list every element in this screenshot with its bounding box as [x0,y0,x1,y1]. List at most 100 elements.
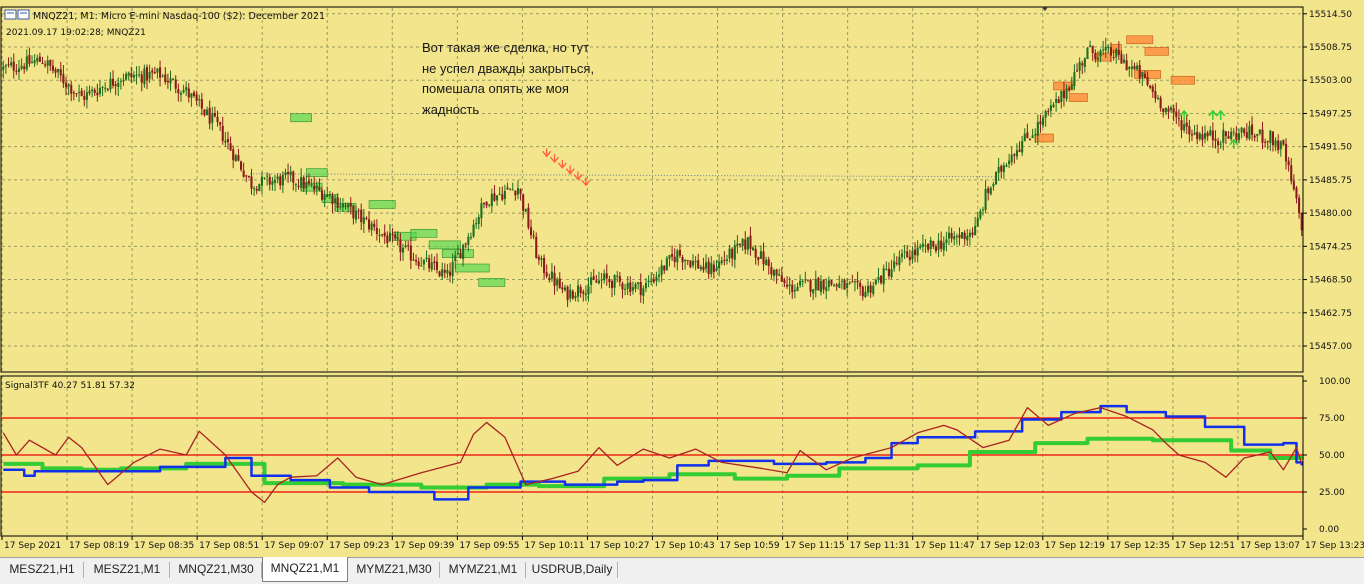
candle-body[interactable] [603,273,606,281]
candle-body[interactable] [250,176,253,189]
candle-body[interactable] [731,248,734,259]
candle-body[interactable] [681,257,684,263]
candle-body[interactable] [454,255,457,262]
candle-body[interactable] [503,190,506,199]
candle-body[interactable] [255,188,258,191]
candle-body[interactable] [529,227,533,236]
candle-body[interactable] [386,235,389,244]
candle-body[interactable] [469,236,472,238]
candle-body[interactable] [1183,124,1186,131]
candle-body[interactable] [292,171,295,183]
candle-body[interactable] [914,249,917,255]
candle-body[interactable] [574,295,577,299]
candle-body[interactable] [652,279,655,282]
candle-body[interactable] [1123,59,1126,63]
candle-body[interactable] [720,260,723,264]
candle-body[interactable] [765,259,768,266]
candle-body[interactable] [694,261,697,263]
candle-body[interactable] [715,268,718,272]
candle-body[interactable] [289,171,292,176]
candle-body[interactable] [830,280,833,285]
candle-body[interactable] [838,283,841,288]
candle-body[interactable] [963,232,966,240]
candle-body[interactable] [352,205,355,219]
candle-body[interactable] [344,205,347,207]
candle-body[interactable] [190,93,193,98]
candle-body[interactable] [579,286,582,293]
candle-body[interactable] [1219,143,1222,145]
candle-body[interactable] [1052,104,1055,107]
candle-body[interactable] [1235,132,1238,140]
candle-body[interactable] [514,190,517,196]
candle-body[interactable] [1133,65,1136,70]
candle-body[interactable] [955,236,958,238]
candle-body[interactable] [370,223,373,231]
candle-body[interactable] [1039,121,1042,125]
candle-body[interactable] [746,237,749,250]
candle-body[interactable] [169,78,172,84]
candle-body[interactable] [328,194,331,196]
candle-body[interactable] [1251,124,1254,135]
candle-body[interactable] [1198,133,1201,139]
candle-body[interactable] [624,288,627,290]
candle-body[interactable] [334,198,337,203]
candle-body[interactable] [788,284,791,287]
candle-body[interactable] [759,251,762,259]
candle-body[interactable] [893,261,896,269]
candle-body[interactable] [597,280,600,284]
candle-body[interactable] [67,83,70,87]
candle-body[interactable] [125,74,128,80]
candle-body[interactable] [203,109,206,116]
candle-body[interactable] [339,206,342,208]
candle-body[interactable] [401,247,405,253]
candle-body[interactable] [524,209,527,212]
candle-body[interactable] [702,266,705,271]
candle-body[interactable] [122,80,125,82]
candle-body[interactable] [660,265,663,276]
candle-body[interactable] [665,258,668,271]
candle-body[interactable] [208,107,211,124]
candle-body[interactable] [297,185,300,187]
candle-body[interactable] [569,289,572,299]
candle-body[interactable] [179,93,182,95]
candle-body[interactable] [953,236,956,240]
candle-body[interactable] [17,68,21,73]
candle-body[interactable] [595,280,598,283]
candle-body[interactable] [563,287,567,291]
candle-body[interactable] [1002,165,1005,173]
candle-body[interactable] [266,175,269,177]
candle-body[interactable] [558,278,561,289]
candle-body[interactable] [785,284,789,287]
candle-body[interactable] [93,89,96,93]
candle-body[interactable] [378,234,381,236]
candle-body[interactable] [1170,107,1173,111]
candle-body[interactable] [804,279,807,281]
candle-body[interactable] [428,258,431,269]
candle-body[interactable] [98,87,102,95]
candle-body[interactable] [96,92,99,96]
candle-body[interactable] [958,234,961,239]
candle-body[interactable] [62,74,65,84]
candle-body[interactable] [373,223,376,228]
candle-body[interactable] [519,189,522,194]
candle-body[interactable] [1284,143,1288,162]
candle-body[interactable] [156,68,159,73]
candle-body[interactable] [809,279,812,292]
candle-body[interactable] [354,210,358,220]
candle-body[interactable] [1021,141,1024,153]
candle-body[interactable] [644,283,648,289]
candle-body[interactable] [1227,136,1230,139]
candle-body[interactable] [1261,129,1264,143]
candle-body[interactable] [1211,130,1214,141]
candle-body[interactable] [707,261,710,275]
candle-body[interactable] [83,96,86,100]
candle-body[interactable] [164,74,167,83]
candle-body[interactable] [793,289,796,292]
candle-body[interactable] [689,260,692,268]
candle-body[interactable] [1248,126,1251,139]
candle-body[interactable] [475,223,478,225]
candle-body[interactable] [877,276,880,281]
candle-body[interactable] [799,280,802,286]
candle-body[interactable] [618,276,621,282]
candle-body[interactable] [817,278,820,291]
